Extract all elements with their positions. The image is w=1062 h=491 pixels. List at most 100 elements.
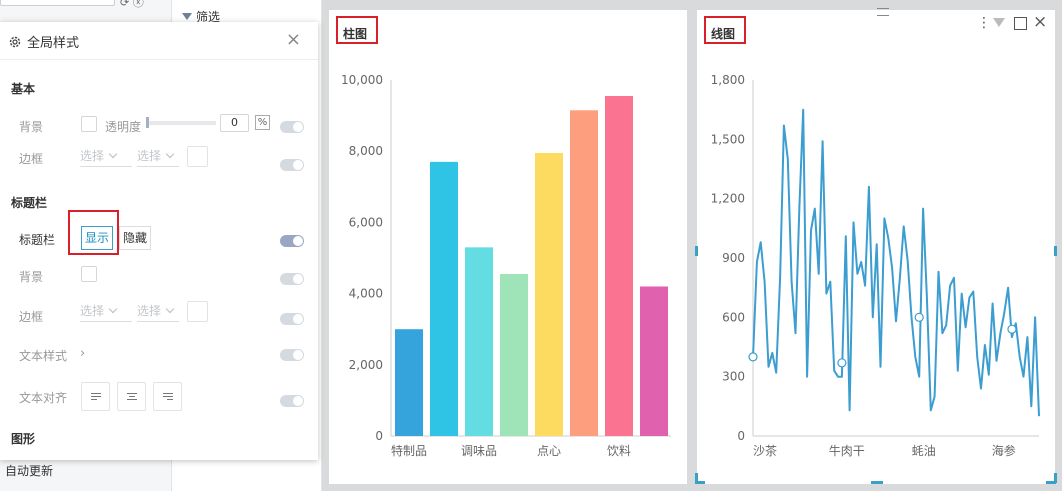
border-label: 边框 [19, 152, 44, 166]
highlight-box-bar-title [336, 16, 378, 44]
opacity-input[interactable]: 0 [220, 114, 249, 132]
y-tick-label: 600 [722, 310, 745, 324]
global-style-panel: 全局样式 × [0, 22, 318, 460]
y-tick-label: 2,000 [349, 358, 383, 372]
border-style-select[interactable]: 选择 [80, 145, 132, 167]
y-tick-label: 4,000 [349, 287, 383, 301]
border-color-picker[interactable] [187, 146, 208, 167]
highlight-box-line-title [704, 16, 746, 44]
titlebar-border-width-value: 选择 [137, 304, 162, 318]
drag-handle-icon[interactable] [877, 8, 889, 16]
titlebar-background-label: 背景 [19, 270, 44, 284]
text-align-label: 文本对齐 [19, 391, 68, 405]
more-icon[interactable]: ⋮ [977, 15, 991, 31]
data-point-marker[interactable] [837, 358, 847, 368]
y-tick-label: 1,500 [711, 132, 745, 146]
filter-icon[interactable] [993, 18, 1005, 27]
bar-chart-card[interactable]: 柱图 10,000 8,000 6,000 4,000 2,000 0 特制品 调味品 点心 饮料 [329, 10, 687, 484]
resize-handle[interactable] [1046, 481, 1056, 484]
titlebar-label: 标题栏 [19, 233, 56, 247]
panel-title-text: 全局样式 [27, 36, 80, 51]
x-tick-label: 特制品 [391, 443, 427, 458]
titlebar-background-checkbox[interactable] [81, 266, 97, 282]
resize-handle[interactable] [695, 481, 705, 484]
titlebar-background-toggle[interactable] [280, 273, 304, 285]
line-chart-title: 线图 [711, 27, 736, 41]
text-align-toggle[interactable] [280, 395, 304, 407]
filter-label: 筛选 [196, 10, 221, 24]
bar[interactable] [640, 286, 668, 436]
maximize-icon[interactable] [1014, 17, 1027, 30]
y-tick-label: 8,000 [349, 144, 383, 158]
bar[interactable] [570, 110, 598, 436]
align-left-icon[interactable] [81, 382, 110, 411]
data-point-marker[interactable] [1007, 324, 1017, 334]
resize-handle[interactable] [1054, 473, 1057, 483]
data-point-marker[interactable] [914, 312, 924, 322]
refresh-icon[interactable]: ⟳ ⓧ [120, 0, 144, 9]
border-toggle[interactable] [280, 159, 304, 171]
panel-title: 全局样式 [8, 32, 79, 51]
bar[interactable] [535, 152, 563, 437]
top-search-input[interactable] [0, 0, 115, 6]
settings-icon [9, 36, 21, 47]
y-tick-label: 0 [737, 429, 745, 443]
close-icon[interactable]: × [285, 29, 301, 50]
y-tick-label: 300 [722, 370, 745, 384]
opacity-slider[interactable] [146, 121, 216, 125]
x-tick-label: 蚝油 [912, 444, 936, 458]
y-tick-label: 6,000 [349, 215, 383, 229]
titlebar-border-style-select[interactable]: 选择 [80, 300, 132, 322]
line-chart: 1,800 1,500 1,200 900 600 300 0 沙茶 牛肉干 蚝油 海参 [711, 73, 1040, 458]
filter-header[interactable]: 筛选 [182, 8, 220, 25]
opacity-label: 透明度 [105, 120, 142, 134]
section-titlebar: 标题栏 [11, 196, 48, 210]
background-checkbox[interactable] [81, 116, 97, 132]
bar[interactable] [605, 96, 633, 437]
background-label: 背景 [19, 120, 44, 134]
y-tick-label: 0 [375, 429, 383, 443]
percent-unit: % [255, 115, 270, 130]
opacity-slider-handle[interactable] [146, 117, 149, 128]
bar[interactable] [465, 247, 493, 436]
titlebar-border-toggle[interactable] [280, 313, 304, 325]
divider [0, 59, 318, 60]
x-tick-label: 牛肉干 [829, 443, 865, 458]
hide-button[interactable]: 隐藏 [119, 226, 151, 250]
chevron-right-icon[interactable]: › [80, 346, 86, 361]
resize-handle[interactable] [871, 481, 883, 484]
y-tick-label: 10,000 [341, 73, 383, 87]
bar[interactable] [395, 329, 423, 436]
show-button[interactable]: 显示 [81, 226, 113, 250]
bar[interactable] [500, 274, 528, 436]
chevron-down-icon [108, 304, 118, 313]
resize-handle[interactable] [695, 473, 698, 483]
y-tick-label: 900 [722, 251, 745, 265]
border-width-value: 选择 [137, 149, 162, 163]
titlebar-toggle[interactable] [280, 235, 304, 247]
titlebar-border-color-picker[interactable] [187, 301, 208, 322]
align-right-icon[interactable] [153, 382, 182, 411]
highlight-box-show [68, 210, 119, 255]
border-width-select[interactable]: 选择 [137, 145, 179, 167]
bar-chart-title: 柱图 [343, 27, 368, 41]
align-center-icon[interactable] [117, 382, 146, 411]
y-tick-label: 1,200 [711, 192, 745, 206]
resize-handle[interactable] [695, 246, 698, 256]
border-style-value: 选择 [80, 149, 105, 163]
chevron-down-icon [108, 149, 118, 158]
line-chart-card[interactable]: 线图 ⋮ × 1,800 1,500 1,200 900 600 300 0 沙茶 牛肉干 蚝油 海… [695, 8, 1057, 484]
titlebar-border-style-value: 选择 [80, 304, 105, 318]
line-series[interactable] [752, 108, 1040, 417]
text-style-label: 文本样式 [19, 349, 68, 363]
titlebar-border-label: 边框 [19, 310, 44, 324]
titlebar-border-width-select[interactable]: 选择 [137, 300, 179, 322]
text-style-toggle[interactable] [280, 349, 304, 361]
auto-update-label: 自动更新 [5, 464, 54, 478]
resize-handle[interactable] [1054, 246, 1057, 256]
x-tick-label: 调味品 [461, 444, 497, 458]
close-icon[interactable]: × [1033, 12, 1048, 32]
data-point-marker[interactable] [748, 352, 758, 362]
bar[interactable] [430, 161, 458, 436]
background-toggle[interactable] [280, 121, 304, 133]
